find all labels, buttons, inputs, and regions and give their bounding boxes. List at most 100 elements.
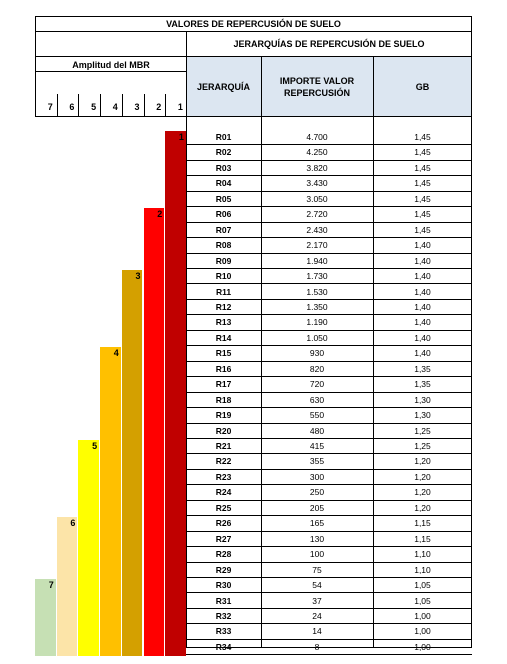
- cell-importe: 1.530: [306, 286, 328, 297]
- cell-gb: 1,00: [414, 641, 431, 652]
- cell-importe: 630: [309, 394, 325, 405]
- cell-importe: 1.940: [306, 255, 328, 266]
- cell-jerarquia: R17: [215, 379, 232, 390]
- cell-gb: 1,40: [414, 255, 431, 266]
- cell-jerarquia: R24: [215, 487, 232, 498]
- table-title: VALORES DE REPERCUSIÓN DE SUELO: [166, 19, 341, 29]
- cell-importe: 75: [312, 564, 322, 575]
- cell-importe: 2.170: [306, 240, 328, 251]
- table-row: R34 8 1,00: [35, 641, 472, 656]
- amplitude-column-4: 4: [112, 102, 118, 112]
- amplitude-bar-label-6: 6: [70, 518, 76, 529]
- table-row: R29 75 1,10: [35, 564, 472, 579]
- amplitude-column-1: 1: [177, 102, 183, 112]
- amplitude-column-7: 7: [47, 102, 53, 112]
- cell-importe: 3.430: [306, 178, 328, 189]
- cell-jerarquia: R22: [215, 456, 232, 467]
- table-row: R06 2.720 1,45: [35, 208, 472, 223]
- cell-jerarquia: R10: [215, 271, 232, 282]
- cell-importe: 1.730: [306, 271, 328, 282]
- cell-importe: 37: [312, 595, 322, 606]
- cell-importe: 24: [312, 610, 322, 621]
- table-subtitle: JERARQUÍAS DE REPERCUSIÓN DE SUELO: [233, 39, 425, 49]
- cell-gb: 1,20: [414, 502, 431, 513]
- cell-gb: 1,05: [414, 580, 431, 591]
- column-header-cell: [186, 56, 472, 117]
- cell-importe: 8: [314, 641, 320, 652]
- cell-jerarquia: R18: [215, 394, 232, 405]
- table-row: R20 480 1,25: [35, 425, 472, 439]
- cell-gb: 1,45: [414, 224, 431, 235]
- cell-gb: 1,45: [414, 162, 431, 173]
- header-importe: IMPORTE VALOR REPERCUSIÓN: [279, 75, 355, 98]
- amplitude-column-3: 3: [134, 102, 140, 112]
- cell-jerarquia: R09: [215, 255, 232, 266]
- table-row: R31 37 1,05: [35, 595, 472, 609]
- cell-gb: 1,45: [414, 132, 431, 142]
- table-row: R09 1.940 1,40: [35, 255, 472, 270]
- amplitude-bar-3: [121, 270, 144, 657]
- cell-jerarquia: R11: [215, 286, 232, 297]
- cell-gb: 1,30: [414, 410, 431, 421]
- cell-importe: 550: [309, 410, 325, 421]
- cell-jerarquia: R06: [215, 209, 232, 220]
- table-row: R02 4.250 1,45: [35, 146, 472, 161]
- cell-importe: 480: [309, 425, 325, 436]
- data-frame: [186, 116, 472, 648]
- amplitude-bar-label-1: 1: [178, 132, 184, 142]
- cell-importe: 1.050: [306, 332, 328, 343]
- amplitude-column-5: 5: [91, 102, 97, 112]
- cell-gb: 1,20: [414, 487, 431, 498]
- cell-jerarquia: R20: [215, 425, 232, 436]
- cell-gb: 1,40: [414, 271, 431, 282]
- cell-importe: 2.720: [306, 209, 328, 220]
- cell-gb: 1,15: [414, 518, 431, 529]
- cell-jerarquia: R19: [215, 410, 232, 421]
- cell-gb: 1,30: [414, 394, 431, 405]
- cell-importe: 14: [312, 626, 322, 637]
- cell-importe: 720: [309, 379, 325, 390]
- cell-jerarquia: R21: [215, 441, 232, 451]
- cell-jerarquia: R30: [215, 580, 232, 591]
- cell-jerarquia: R26: [215, 518, 232, 529]
- cell-gb: 1,15: [414, 533, 431, 544]
- table-row: R25 205 1,20: [35, 502, 472, 517]
- table-row: R19 550 1,30: [35, 409, 472, 424]
- blank-header-cell: [35, 31, 187, 57]
- cell-jerarquia: R07: [215, 224, 232, 235]
- table-row: R14 1.050 1,40: [35, 332, 472, 347]
- cell-jerarquia: R27: [215, 533, 232, 544]
- cell-jerarquia: R28: [215, 549, 232, 560]
- cell-jerarquia: R16: [215, 363, 232, 374]
- amplitude-bar-2: [143, 208, 166, 657]
- table-row: R15 930 1,40: [35, 347, 472, 362]
- cell-jerarquia: R02: [215, 147, 232, 158]
- cell-gb: 1,40: [414, 332, 431, 343]
- cell-importe: 4.250: [306, 147, 328, 158]
- table-row: R23 300 1,20: [35, 471, 472, 486]
- cell-jerarquia: R34: [215, 641, 232, 652]
- table-row: R05 3.050 1,45: [35, 193, 472, 208]
- cell-jerarquia: R03: [215, 162, 232, 173]
- cell-gb: 1,40: [414, 301, 431, 312]
- cell-gb: 1,20: [414, 456, 431, 467]
- table-row: R16 820 1,35: [35, 363, 472, 378]
- table-row: R21 415 1,25: [35, 440, 472, 455]
- table-row: R17 720 1,35: [35, 378, 472, 393]
- cell-gb: 1,40: [414, 348, 431, 359]
- header-gb: GB: [415, 81, 430, 92]
- cell-gb: 1,10: [414, 564, 431, 575]
- cell-importe: 3.820: [306, 162, 328, 173]
- table-row: R32 24 1,00: [35, 610, 472, 625]
- table-row: R22 355 1,20: [35, 455, 472, 470]
- amplitude-bar-5: [78, 440, 101, 657]
- cell-gb: 1,35: [414, 379, 431, 390]
- amplitude-bar-label-3: 3: [135, 271, 141, 282]
- cell-jerarquia: R31: [215, 595, 232, 606]
- repercussion-table: VALORES DE REPERCUSIÓN DE SUELO JERARQUÍ…: [35, 16, 472, 657]
- cell-importe: 355: [309, 456, 325, 467]
- cell-importe: 2.430: [306, 224, 328, 235]
- table-row: R04 3.430 1,45: [35, 177, 472, 192]
- table-row: R28 100 1,10: [35, 548, 472, 563]
- table-row: R18 630 1,30: [35, 394, 472, 409]
